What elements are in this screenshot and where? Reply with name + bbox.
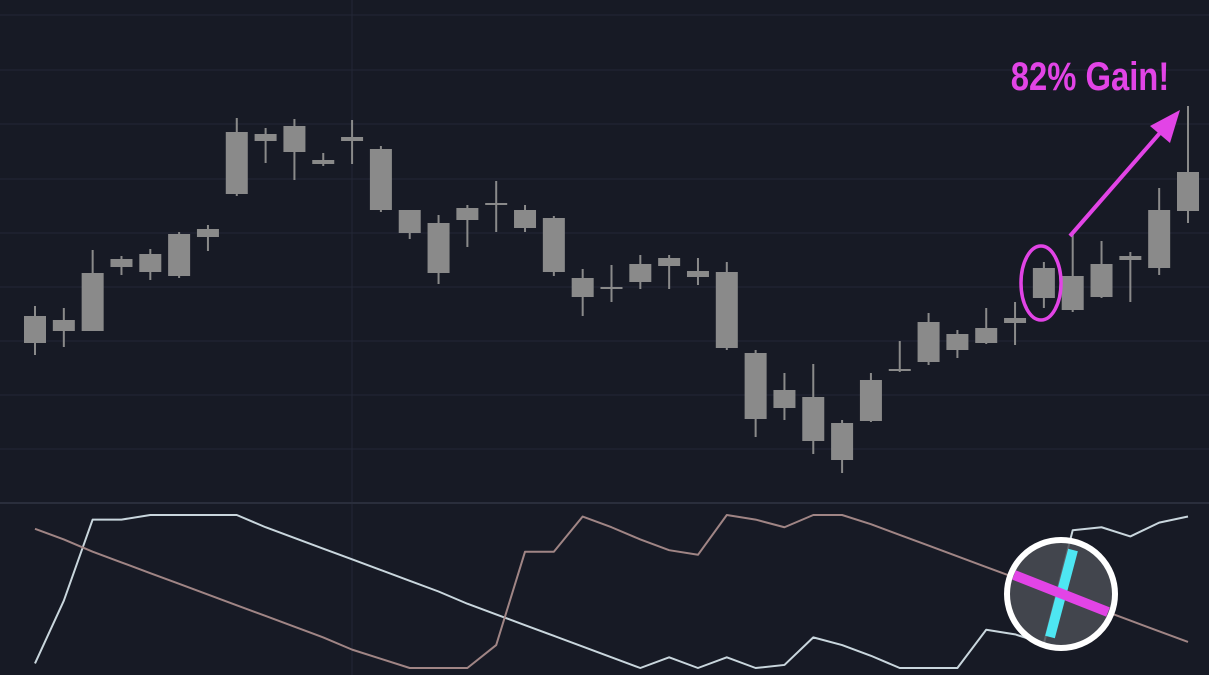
- candle-body: [715, 272, 738, 348]
- candle-body: [658, 258, 681, 266]
- candle-body: [1032, 268, 1055, 298]
- candle-body: [1090, 264, 1113, 297]
- candle-body: [629, 264, 652, 282]
- candle-body: [81, 273, 104, 331]
- candle-body: [456, 208, 479, 220]
- annotations: 82% Gain!: [1004, 54, 1180, 651]
- candle-body: [571, 278, 594, 297]
- candle-body: [52, 320, 75, 331]
- candle-body: [110, 259, 133, 267]
- indicator-line: [34, 514, 1189, 669]
- candle-body: [369, 149, 392, 210]
- candle-body: [802, 397, 825, 441]
- candle-body: [283, 126, 306, 152]
- candle-body: [341, 137, 364, 141]
- candle-body: [139, 254, 162, 272]
- candle-body: [1061, 276, 1084, 310]
- candle-body: [1148, 210, 1171, 268]
- highlight-ellipse: [1019, 244, 1063, 322]
- candle-body: [917, 322, 940, 362]
- candle-body: [1004, 318, 1027, 323]
- candle-body: [168, 234, 191, 276]
- candle-body: [542, 218, 565, 272]
- annotation-text: 82% Gain!: [1011, 54, 1170, 99]
- candle-body: [225, 132, 248, 194]
- candle-body: [888, 369, 911, 371]
- candle-body: [600, 287, 623, 289]
- candle-body: [254, 134, 277, 141]
- candle-body: [427, 223, 450, 273]
- candle-body: [686, 271, 709, 277]
- candle-body: [24, 316, 46, 343]
- candle-body: [859, 380, 882, 421]
- candle-body: [975, 328, 998, 343]
- grid: [0, 14, 1209, 450]
- indicator: [34, 514, 1189, 669]
- candle-body: [514, 210, 537, 228]
- candle-body: [831, 423, 854, 460]
- candle-body: [312, 160, 335, 164]
- candle-body: [946, 334, 969, 350]
- candle-body: [485, 203, 508, 205]
- arrow-shaft: [1068, 124, 1168, 238]
- candle-body: [398, 210, 421, 233]
- candle-body: [1177, 172, 1199, 211]
- arrow-head: [1150, 110, 1180, 143]
- candle-body: [196, 229, 219, 237]
- candles: [24, 106, 1199, 473]
- candle-body: [1119, 256, 1142, 260]
- candle-body: [744, 353, 767, 419]
- candle-body: [773, 390, 796, 408]
- indicator-line: [34, 514, 1189, 669]
- cross-bar-magenta: [1012, 570, 1110, 617]
